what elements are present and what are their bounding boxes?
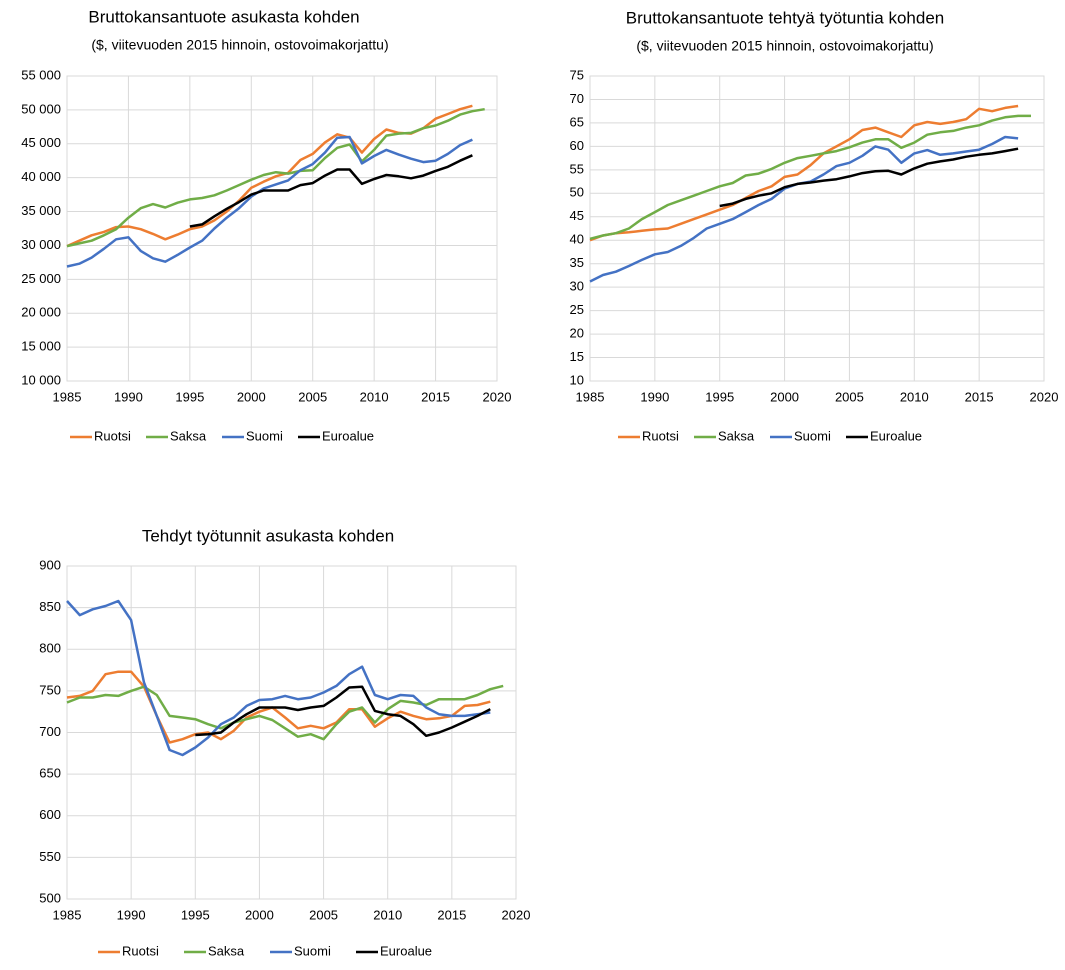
plot-frame xyxy=(66,565,517,900)
x-tick-label: 2000 xyxy=(770,389,799,404)
x-tick-label: 2020 xyxy=(502,907,531,922)
y-tick-label: 25 000 xyxy=(21,271,61,286)
y-tick-label: 550 xyxy=(39,849,61,864)
y-tick-label: 65 xyxy=(570,114,584,129)
legend-label: Euroalue xyxy=(870,428,922,443)
y-tick-label: 800 xyxy=(39,641,61,656)
x-tick-label: 2000 xyxy=(245,907,274,922)
y-tick-label: 10 xyxy=(570,372,584,387)
legend-label: Saksa xyxy=(718,428,755,443)
y-tick-label: 55 xyxy=(570,161,584,176)
chart-title: Tehdyt työtunnit asukasta kohden xyxy=(142,526,394,545)
legend-label: Suomi xyxy=(246,428,283,443)
series-line xyxy=(189,154,473,228)
plot-frame xyxy=(589,75,1045,382)
y-tick-label: 750 xyxy=(39,682,61,697)
y-tick-label: 35 xyxy=(570,255,584,270)
y-tick-label: 60 xyxy=(570,138,584,153)
legend-label: Euroalue xyxy=(322,428,374,443)
y-tick-label: 600 xyxy=(39,807,61,822)
y-tick-label: 10 000 xyxy=(21,372,61,387)
series-line xyxy=(589,104,1019,242)
legend-label: Saksa xyxy=(170,428,207,443)
chart-title: Bruttokansantuote tehtyä työtuntia kohde… xyxy=(626,8,945,27)
x-tick-label: 2010 xyxy=(373,907,402,922)
y-tick-label: 50 000 xyxy=(21,101,61,116)
y-tick-label: 30 000 xyxy=(21,237,61,252)
chart-title: Bruttokansantuote asukasta kohden xyxy=(88,7,359,26)
y-tick-label: 40 000 xyxy=(21,169,61,184)
y-tick-label: 30 xyxy=(570,279,584,294)
x-tick-label: 2020 xyxy=(483,389,512,404)
x-tick-label: 2010 xyxy=(900,389,929,404)
y-tick-label: 35 000 xyxy=(21,203,61,218)
y-tick-label: 20 xyxy=(570,326,584,341)
y-tick-label: 45 000 xyxy=(21,135,61,150)
x-tick-label: 1985 xyxy=(53,907,82,922)
x-tick-label: 1995 xyxy=(175,389,204,404)
x-tick-label: 2000 xyxy=(237,389,266,404)
x-tick-label: 1990 xyxy=(114,389,143,404)
plot-frame xyxy=(66,75,498,382)
y-tick-label: 55 000 xyxy=(21,67,61,82)
x-tick-label: 1985 xyxy=(53,389,82,404)
x-tick-label: 2005 xyxy=(309,907,338,922)
series-line xyxy=(719,147,1019,208)
x-tick-label: 2020 xyxy=(1030,389,1059,404)
y-tick-label: 650 xyxy=(39,766,61,781)
y-tick-label: 50 xyxy=(570,185,584,200)
x-tick-label: 1985 xyxy=(576,389,605,404)
y-tick-label: 20 000 xyxy=(21,305,61,320)
legend-label: Ruotsi xyxy=(642,428,679,443)
y-tick-label: 900 xyxy=(39,557,61,572)
series-line xyxy=(66,104,473,248)
y-tick-label: 15 xyxy=(570,349,584,364)
series-line xyxy=(66,684,504,741)
x-tick-label: 2015 xyxy=(437,907,466,922)
y-tick-label: 700 xyxy=(39,724,61,739)
chart-subtitle: ($, viitevuoden 2015 hinnoin, ostovoimak… xyxy=(91,37,388,53)
series-line xyxy=(66,599,491,757)
series-line xyxy=(66,670,491,744)
x-tick-label: 1990 xyxy=(117,907,146,922)
chart-subtitle: ($, viitevuoden 2015 hinnoin, ostovoimak… xyxy=(636,38,933,54)
x-tick-label: 2015 xyxy=(965,389,994,404)
x-tick-label: 1995 xyxy=(181,907,210,922)
y-tick-label: 45 xyxy=(570,208,584,223)
legend-label: Suomi xyxy=(794,428,831,443)
legend-label: Saksa xyxy=(208,943,245,958)
x-tick-label: 1990 xyxy=(640,389,669,404)
x-tick-label: 2005 xyxy=(835,389,864,404)
legend-label: Ruotsi xyxy=(122,943,159,958)
y-tick-label: 850 xyxy=(39,599,61,614)
x-tick-label: 2005 xyxy=(298,389,327,404)
y-tick-label: 25 xyxy=(570,302,584,317)
y-tick-label: 40 xyxy=(570,232,584,247)
series-line xyxy=(589,114,1031,241)
series-line xyxy=(195,685,491,738)
x-tick-label: 2010 xyxy=(360,389,389,404)
y-tick-label: 70 xyxy=(570,91,584,106)
legend-label: Euroalue xyxy=(380,943,432,958)
y-tick-label: 75 xyxy=(570,67,584,82)
x-tick-label: 2015 xyxy=(421,389,450,404)
series-line xyxy=(66,135,473,268)
legend-label: Ruotsi xyxy=(94,428,131,443)
x-tick-label: 1995 xyxy=(705,389,734,404)
y-tick-label: 15 000 xyxy=(21,339,61,354)
legend-label: Suomi xyxy=(294,943,331,958)
series-line xyxy=(66,107,485,248)
y-tick-label: 500 xyxy=(39,890,61,905)
